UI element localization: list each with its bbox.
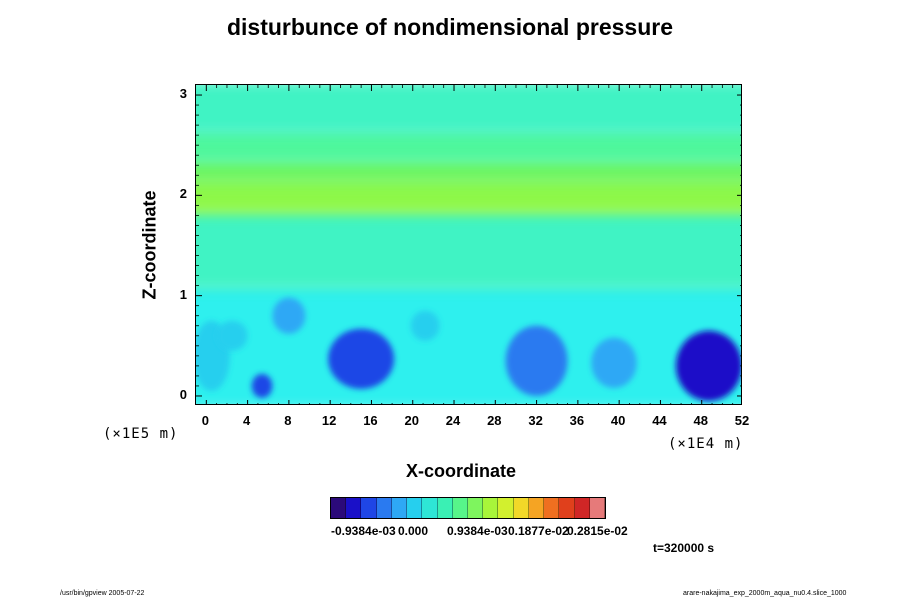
colorbar-label: 0.2815e-02: [567, 524, 628, 538]
colorbar-cell: [513, 498, 529, 518]
colorbar-cell: [574, 498, 590, 518]
heatmap-band-1: [196, 206, 741, 290]
heatmap-canvas: [196, 85, 741, 404]
colorbar-label: 0.9384e-03: [447, 524, 508, 538]
x-scale-label: (×1E4 m): [668, 436, 744, 452]
y-tick-label: 1: [179, 286, 187, 302]
x-tick-label: 16: [363, 413, 378, 428]
colorbar-label: 0.1877e-02: [508, 524, 569, 538]
colorbar-cell: [467, 498, 484, 518]
plot-area: [195, 84, 742, 405]
heatmap-blob-3: [591, 337, 637, 388]
heatmap-blob-8: [216, 320, 248, 351]
footer-left: /usr/bin/gpview 2005-07-22: [60, 590, 145, 597]
colorbar-cell: [589, 498, 605, 518]
colorbar-cell: [544, 498, 560, 518]
colorbar-label: -0.9384e-03: [331, 524, 396, 538]
x-tick-label: 40: [610, 413, 626, 428]
colorbar-cell: [483, 498, 499, 518]
colorbar-cell: [391, 498, 408, 518]
x-tick-label: 4: [242, 413, 251, 428]
heatmap-blob-5: [410, 310, 440, 341]
x-tick-label: 28: [487, 413, 502, 428]
x-tick-label: 24: [445, 413, 461, 428]
colorbar-cell: [559, 498, 575, 518]
colorbar-cell: [422, 498, 438, 518]
x-tick-label: 52: [734, 413, 750, 428]
colorbar-cell: [346, 498, 362, 518]
x-tick-label: 8: [284, 413, 292, 428]
x-axis-title: X-coordinate: [406, 461, 517, 481]
y-axis-title: Z-coordinate: [139, 190, 160, 300]
x-tick-label: 48: [693, 413, 708, 428]
heatmap-blob-4: [272, 297, 306, 334]
colorbar-cell: [407, 498, 423, 518]
colorbar-cell: [498, 498, 514, 518]
colorbar-cell: [331, 498, 347, 518]
x-tick-label: 20: [404, 413, 419, 428]
colorbar-cell: [437, 498, 453, 518]
colorbar-cell: [376, 498, 392, 518]
chart-title: disturbunce of nondimensional pressure: [226, 14, 673, 40]
y-tick-label: 0: [179, 386, 187, 402]
heatmap-blob-2: [675, 330, 741, 401]
heatmap-band-5: [196, 85, 741, 135]
heatmap-blob-0: [328, 328, 395, 389]
x-tick-label: 36: [569, 413, 585, 428]
colorbar-cell: [528, 498, 545, 518]
colorbar: [330, 497, 606, 519]
heatmap-blob-1: [505, 325, 568, 396]
colorbar-label: 0.000: [398, 524, 429, 538]
y-tick-label: 2: [179, 186, 187, 202]
x-tick-label: 44: [652, 413, 667, 428]
colorbar-cell: [452, 498, 468, 518]
colorbar-cell: [361, 498, 377, 518]
y-scale-label: (×1E5 m): [103, 426, 179, 442]
heatmap-blob-6: [251, 373, 273, 398]
time-label: t=320000 s: [653, 541, 715, 555]
x-tick-label: 12: [321, 413, 337, 428]
heatmap-band-0: [196, 281, 741, 404]
x-tick-label: 0: [201, 413, 209, 428]
x-tick-label: 32: [528, 413, 543, 428]
footer-right: arare-nakajima_exp_2000m_aqua_nu0.4.slic…: [683, 590, 847, 597]
y-tick-label: 3: [179, 86, 187, 102]
